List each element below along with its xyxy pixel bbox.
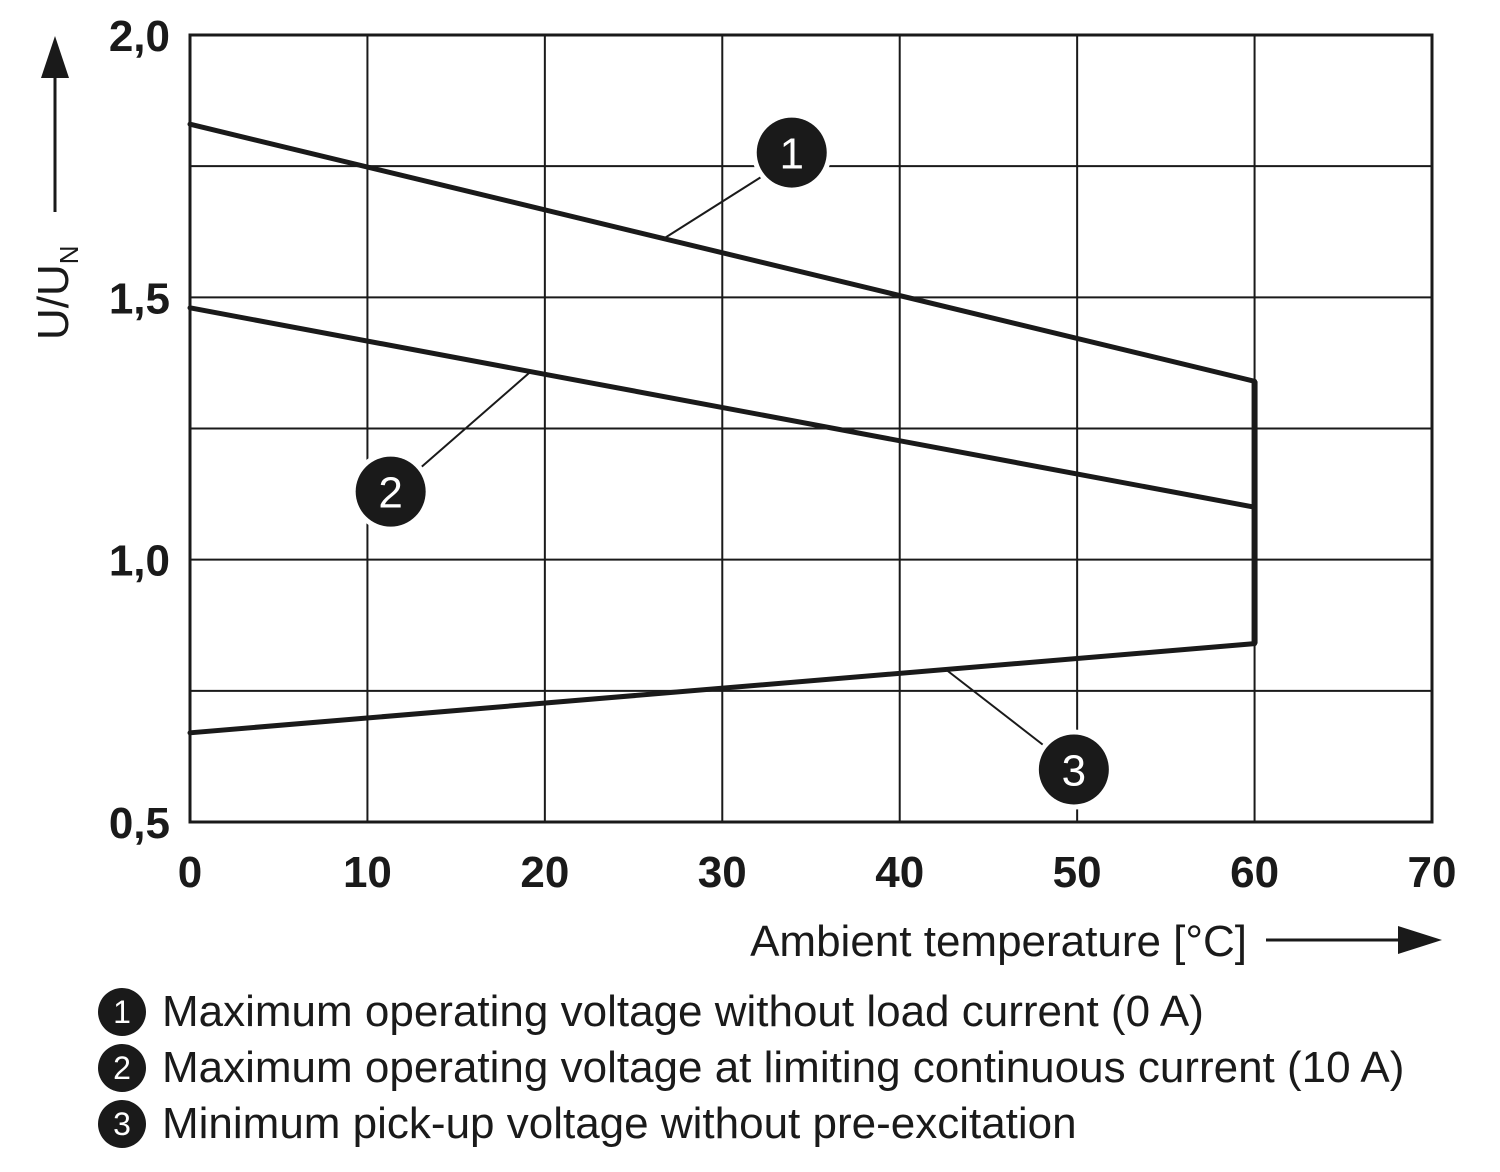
x-axis-label: Ambient temperature [°C] xyxy=(750,917,1442,966)
legend-label: Minimum pick-up voltage without pre-exci… xyxy=(162,1099,1077,1148)
callout-marker-1 xyxy=(756,117,827,188)
legend-item: 1 Maximum operating voltage without load… xyxy=(98,984,1488,1040)
legend-item: 2 Maximum operating voltage at limiting … xyxy=(98,1040,1488,1096)
callout-number-3: 3 xyxy=(1062,746,1086,795)
x-axis-arrow-head-icon xyxy=(1398,926,1442,954)
x-tick-label: 30 xyxy=(698,848,747,897)
series-lines xyxy=(187,121,1258,736)
x-tick-label: 40 xyxy=(875,848,924,897)
callout-marker-3 xyxy=(1038,734,1109,805)
legend-label: Maximum operating voltage at limiting co… xyxy=(162,1043,1405,1092)
callout-leader-2 xyxy=(420,370,532,469)
y-tick-labels: 0,5 1,0 1,5 2,0 xyxy=(109,12,170,848)
legend-label: Maximum operating voltage without load c… xyxy=(162,987,1204,1036)
y-tick-label: 2,0 xyxy=(109,12,170,61)
legend-item: 3 Minimum pick-up voltage without pre-ex… xyxy=(98,1096,1488,1152)
x-tick-label: 70 xyxy=(1408,848,1457,897)
plot-frame xyxy=(188,33,1434,824)
callout-leader-1 xyxy=(663,175,763,240)
y-tick-label: 0,5 xyxy=(109,799,170,848)
x-axis-label-text: Ambient temperature [°C] xyxy=(750,917,1247,966)
callout-marker-2 xyxy=(355,456,426,527)
y-tick-label: 1,5 xyxy=(109,274,170,323)
series-line-2 xyxy=(187,305,1258,510)
x-tick-label: 50 xyxy=(1053,848,1102,897)
y-tick-label: 1,0 xyxy=(109,537,170,586)
series-markers: 1 2 3 xyxy=(350,112,1114,810)
legend-marker-3: 3 xyxy=(98,1100,146,1148)
x-tick-labels: 0 10 20 30 40 50 60 70 xyxy=(178,848,1457,897)
callout-number-1: 1 xyxy=(779,130,803,179)
callout-number-2: 2 xyxy=(378,469,402,518)
y-axis-arrow-head-icon xyxy=(41,36,69,78)
x-tick-label: 20 xyxy=(520,848,569,897)
legend: 1 Maximum operating voltage without load… xyxy=(98,984,1488,1152)
y-axis-label: U/UN xyxy=(29,36,84,340)
x-tick-label: 60 xyxy=(1230,848,1279,897)
x-tick-label: 0 xyxy=(178,848,202,897)
y-axis-label-text: U/UN xyxy=(29,245,84,340)
series-line-1 xyxy=(187,121,1258,384)
legend-marker-2: 2 xyxy=(98,1044,146,1092)
series-line-3 xyxy=(187,641,1258,736)
callout-leader-3 xyxy=(945,668,1045,747)
chart: 1 2 3 0 10 20 30 40 50 60 70 0,5 1,0 1,5 2,0 U/UN Am… xyxy=(29,12,1457,966)
legend-marker-1: 1 xyxy=(98,988,146,1036)
x-tick-label: 10 xyxy=(343,848,392,897)
